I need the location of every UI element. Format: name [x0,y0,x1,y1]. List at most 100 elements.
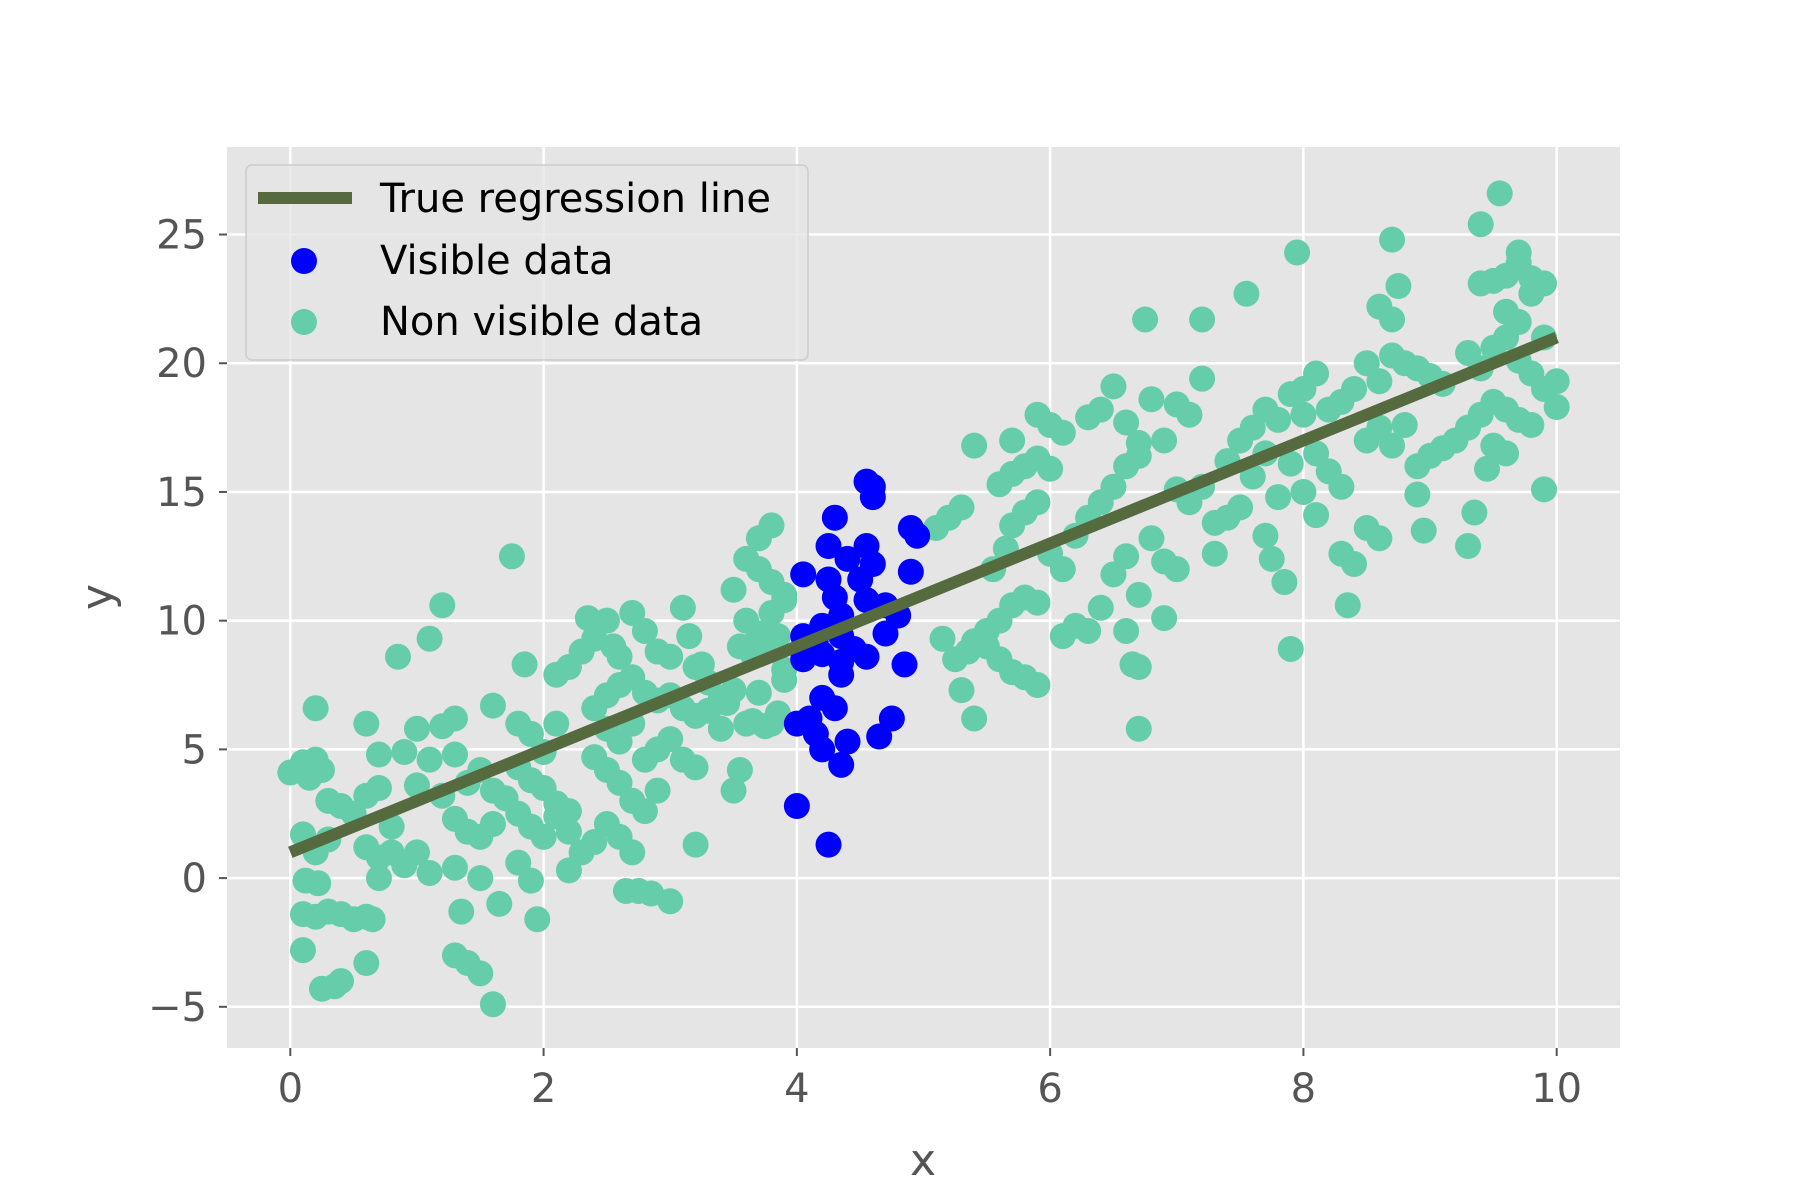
nonvisible-point [1100,373,1127,400]
nonvisible-point [606,728,633,755]
nonvisible-point [1189,365,1216,392]
nonvisible-point [289,937,316,964]
nonvisible-point [764,700,791,727]
nonvisible-point [619,599,646,626]
nonvisible-point [524,906,551,933]
x-axis: 0 2 4 6 8 10 [278,1048,1582,1112]
nonvisible-point [720,777,747,804]
nonvisible-point [555,818,582,845]
nonvisible-point [1024,672,1051,699]
nonvisible-point [1353,350,1380,377]
visible-point [834,728,861,755]
nonvisible-point [1024,489,1051,516]
visible-point [790,561,817,588]
nonvisible-point [1543,394,1570,421]
visible-point [828,751,855,778]
nonvisible-point [657,726,684,753]
nonvisible-point [467,960,494,987]
nonvisible-point [1455,533,1482,560]
nonvisible-points [277,180,1570,1018]
nonvisible-point [1486,180,1513,207]
visible-point [847,566,874,593]
nonvisible-point [1543,368,1570,395]
nonvisible-point [720,576,747,603]
nonvisible-point [467,865,494,892]
nonvisible-point [606,643,633,670]
nonvisible-point [1119,651,1146,678]
y-tick-label: 5 [182,727,207,773]
nonvisible-point [429,592,456,619]
nonvisible-point [1252,522,1279,549]
nonvisible-point [1113,617,1140,644]
legend: True regression line Visible data Non vi… [245,164,809,361]
visible-point [866,723,893,750]
nonvisible-point [764,623,791,650]
nonvisible-point [1100,561,1127,588]
nonvisible-point [1163,556,1190,583]
nonvisible-point [1410,517,1437,544]
visible-point [815,533,842,560]
nonvisible-point [1201,540,1228,567]
y-tick-label: −5 [148,985,207,1031]
nonvisible-point [606,769,633,796]
legend-label-nonvisible: Non visible data [380,299,703,345]
nonvisible-point [1189,306,1216,333]
nonvisible-point [1239,414,1266,441]
nonvisible-point [1303,360,1330,387]
nonvisible-point [1075,617,1102,644]
nonvisible-point [619,839,646,866]
visible-point [904,522,931,549]
visible-point [897,558,924,585]
nonvisible-point [1303,502,1330,529]
nonvisible-point [1049,419,1076,446]
nonvisible-point [948,677,975,704]
nonvisible-point [365,774,392,801]
nonvisible-point [1461,499,1488,526]
regression-line-group [288,331,1559,858]
nonvisible-point [1505,239,1532,266]
nonvisible-point [403,839,430,866]
nonvisible-point [581,829,608,856]
nonvisible-point [1049,556,1076,583]
nonvisible-point [669,594,696,621]
nonvisible-point [1233,280,1260,307]
nonvisible-point [1290,478,1317,505]
nonvisible-point [1024,589,1051,616]
nonvisible-point [1404,481,1431,508]
nonvisible-point [771,656,798,683]
nonvisible-point [1341,551,1368,578]
x-tick-label: 6 [1037,1066,1062,1112]
visible-point [809,736,836,763]
x-tick-label: 8 [1291,1066,1316,1112]
nonvisible-point [574,605,601,632]
nonvisible-point [1151,605,1178,632]
visible-point [872,620,899,647]
nonvisible-point [1505,309,1532,336]
y-tick-label: 0 [182,856,207,902]
nonvisible-point [676,623,703,650]
y-axis-label: y [72,584,123,610]
visible-point [834,545,861,572]
nonvisible-point [999,427,1026,454]
nonvisible-point [1366,368,1393,395]
nonvisible-point [758,512,785,539]
legend-label-regression-line: True regression line [379,176,771,222]
visible-point [853,643,880,670]
nonvisible-point [1366,414,1393,441]
nonvisible-point [517,720,544,747]
x-tick-label: 10 [1531,1066,1582,1112]
nonvisible-point [384,643,411,670]
nonvisible-point [365,741,392,768]
visible-point [815,831,842,858]
nonvisible-point [1113,409,1140,436]
nonvisible-point [745,679,772,706]
nonvisible-point [543,710,570,737]
y-tick-label: 10 [156,599,207,645]
visible-point [828,661,855,688]
regression-line [288,331,1559,858]
nonvisible-point [1531,476,1558,503]
nonvisible-point [479,811,506,838]
nonvisible-point [771,587,798,614]
nonvisible-point [1284,239,1311,266]
visible-point [783,793,810,820]
